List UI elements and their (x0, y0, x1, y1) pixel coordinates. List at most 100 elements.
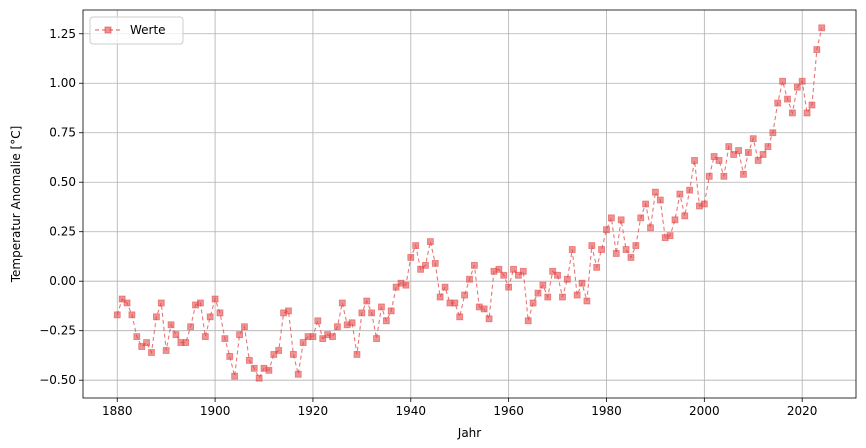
data-point (529, 299, 537, 307)
data-point (749, 135, 757, 143)
data-point (456, 313, 464, 321)
data-point (118, 295, 126, 303)
data-point (319, 335, 327, 343)
x-tick-label: 1960 (493, 404, 524, 418)
y-tick-label: 1.25 (49, 27, 76, 41)
x-tick-label: 1940 (396, 404, 427, 418)
data-point (813, 46, 821, 53)
data-point (485, 315, 493, 323)
data-point (524, 317, 532, 325)
data-point (294, 370, 302, 378)
data-point (167, 321, 175, 329)
data-point (231, 372, 239, 380)
data-point (607, 214, 615, 222)
data-point (123, 299, 131, 307)
data-point (500, 271, 508, 279)
x-tick-label: 1900 (200, 404, 231, 418)
data-point (725, 143, 733, 150)
data-point (774, 99, 782, 107)
data-point (358, 309, 366, 317)
data-point (334, 323, 341, 331)
y-tick-label: 0.50 (49, 175, 76, 189)
data-point (387, 307, 395, 315)
x-axis-label: Jahr (457, 426, 481, 440)
data-point (637, 214, 645, 222)
y-tick-label: 0.75 (49, 126, 76, 140)
data-point (744, 149, 752, 156)
data-point (642, 200, 650, 208)
legend-box (89, 16, 184, 45)
data-point (676, 190, 684, 198)
legend-label-werte: Werte (130, 23, 166, 37)
data-point (373, 335, 380, 343)
data-point (622, 246, 630, 253)
data-point (549, 267, 557, 275)
data-point (378, 303, 385, 311)
y-tick-label: 1.00 (49, 76, 76, 90)
data-point (730, 151, 738, 158)
data-point (544, 293, 552, 301)
x-tick-label: 2000 (689, 404, 720, 418)
data-point (211, 295, 219, 303)
data-point (627, 254, 635, 261)
data-point (788, 109, 796, 117)
data-point (710, 153, 718, 160)
data-point (461, 291, 469, 299)
data-point (197, 299, 204, 307)
data-point (285, 307, 292, 315)
data-point (172, 331, 180, 339)
series-line (116, 27, 823, 380)
data-point (338, 299, 346, 307)
data-point (808, 101, 816, 109)
data-point (402, 281, 410, 289)
data-point (480, 305, 488, 313)
data-point (206, 313, 214, 321)
data-point (686, 186, 694, 194)
series-werte (113, 24, 826, 382)
data-point (241, 323, 248, 331)
data-point (764, 143, 772, 150)
data-point (187, 323, 195, 331)
data-point (735, 147, 742, 154)
data-point (647, 224, 654, 232)
data-point (510, 265, 517, 273)
data-point (309, 333, 317, 341)
data-point (603, 226, 610, 234)
data-point (759, 151, 767, 158)
data-point (216, 309, 224, 317)
data-point (769, 129, 777, 137)
y-tick-label: 0.25 (49, 225, 76, 239)
data-point (363, 297, 371, 305)
data-point (148, 349, 155, 356)
data-point (793, 83, 801, 91)
data-point (666, 232, 674, 240)
grid-lines (83, 10, 856, 398)
axes: 1880 1900 1920 1940 1960 1980 2000 2020 −0.50 −0.… (39, 9, 857, 418)
data-point (426, 238, 434, 246)
data-point (162, 347, 170, 354)
data-point (583, 297, 591, 305)
data-point (157, 299, 165, 307)
data-point (612, 250, 620, 257)
data-point (705, 172, 713, 180)
data-point (779, 77, 787, 85)
legend: Werte (89, 16, 184, 45)
data-point (128, 311, 136, 319)
y-tick-label: −0.50 (39, 373, 76, 387)
data-point (431, 259, 439, 267)
plot-frame (82, 9, 857, 399)
x-tick-label: 1920 (298, 404, 329, 418)
data-point (275, 347, 283, 354)
data-point (740, 170, 747, 178)
x-tick-label: 1980 (591, 404, 622, 418)
data-point (539, 281, 547, 289)
data-point (441, 283, 449, 291)
data-point (652, 188, 659, 196)
data-point (598, 246, 605, 253)
y-tick-label: −0.25 (39, 324, 76, 338)
data-point (554, 271, 561, 279)
data-point (412, 242, 420, 249)
data-point (133, 333, 141, 341)
data-point (588, 242, 596, 249)
legend-marker-square (104, 26, 112, 34)
